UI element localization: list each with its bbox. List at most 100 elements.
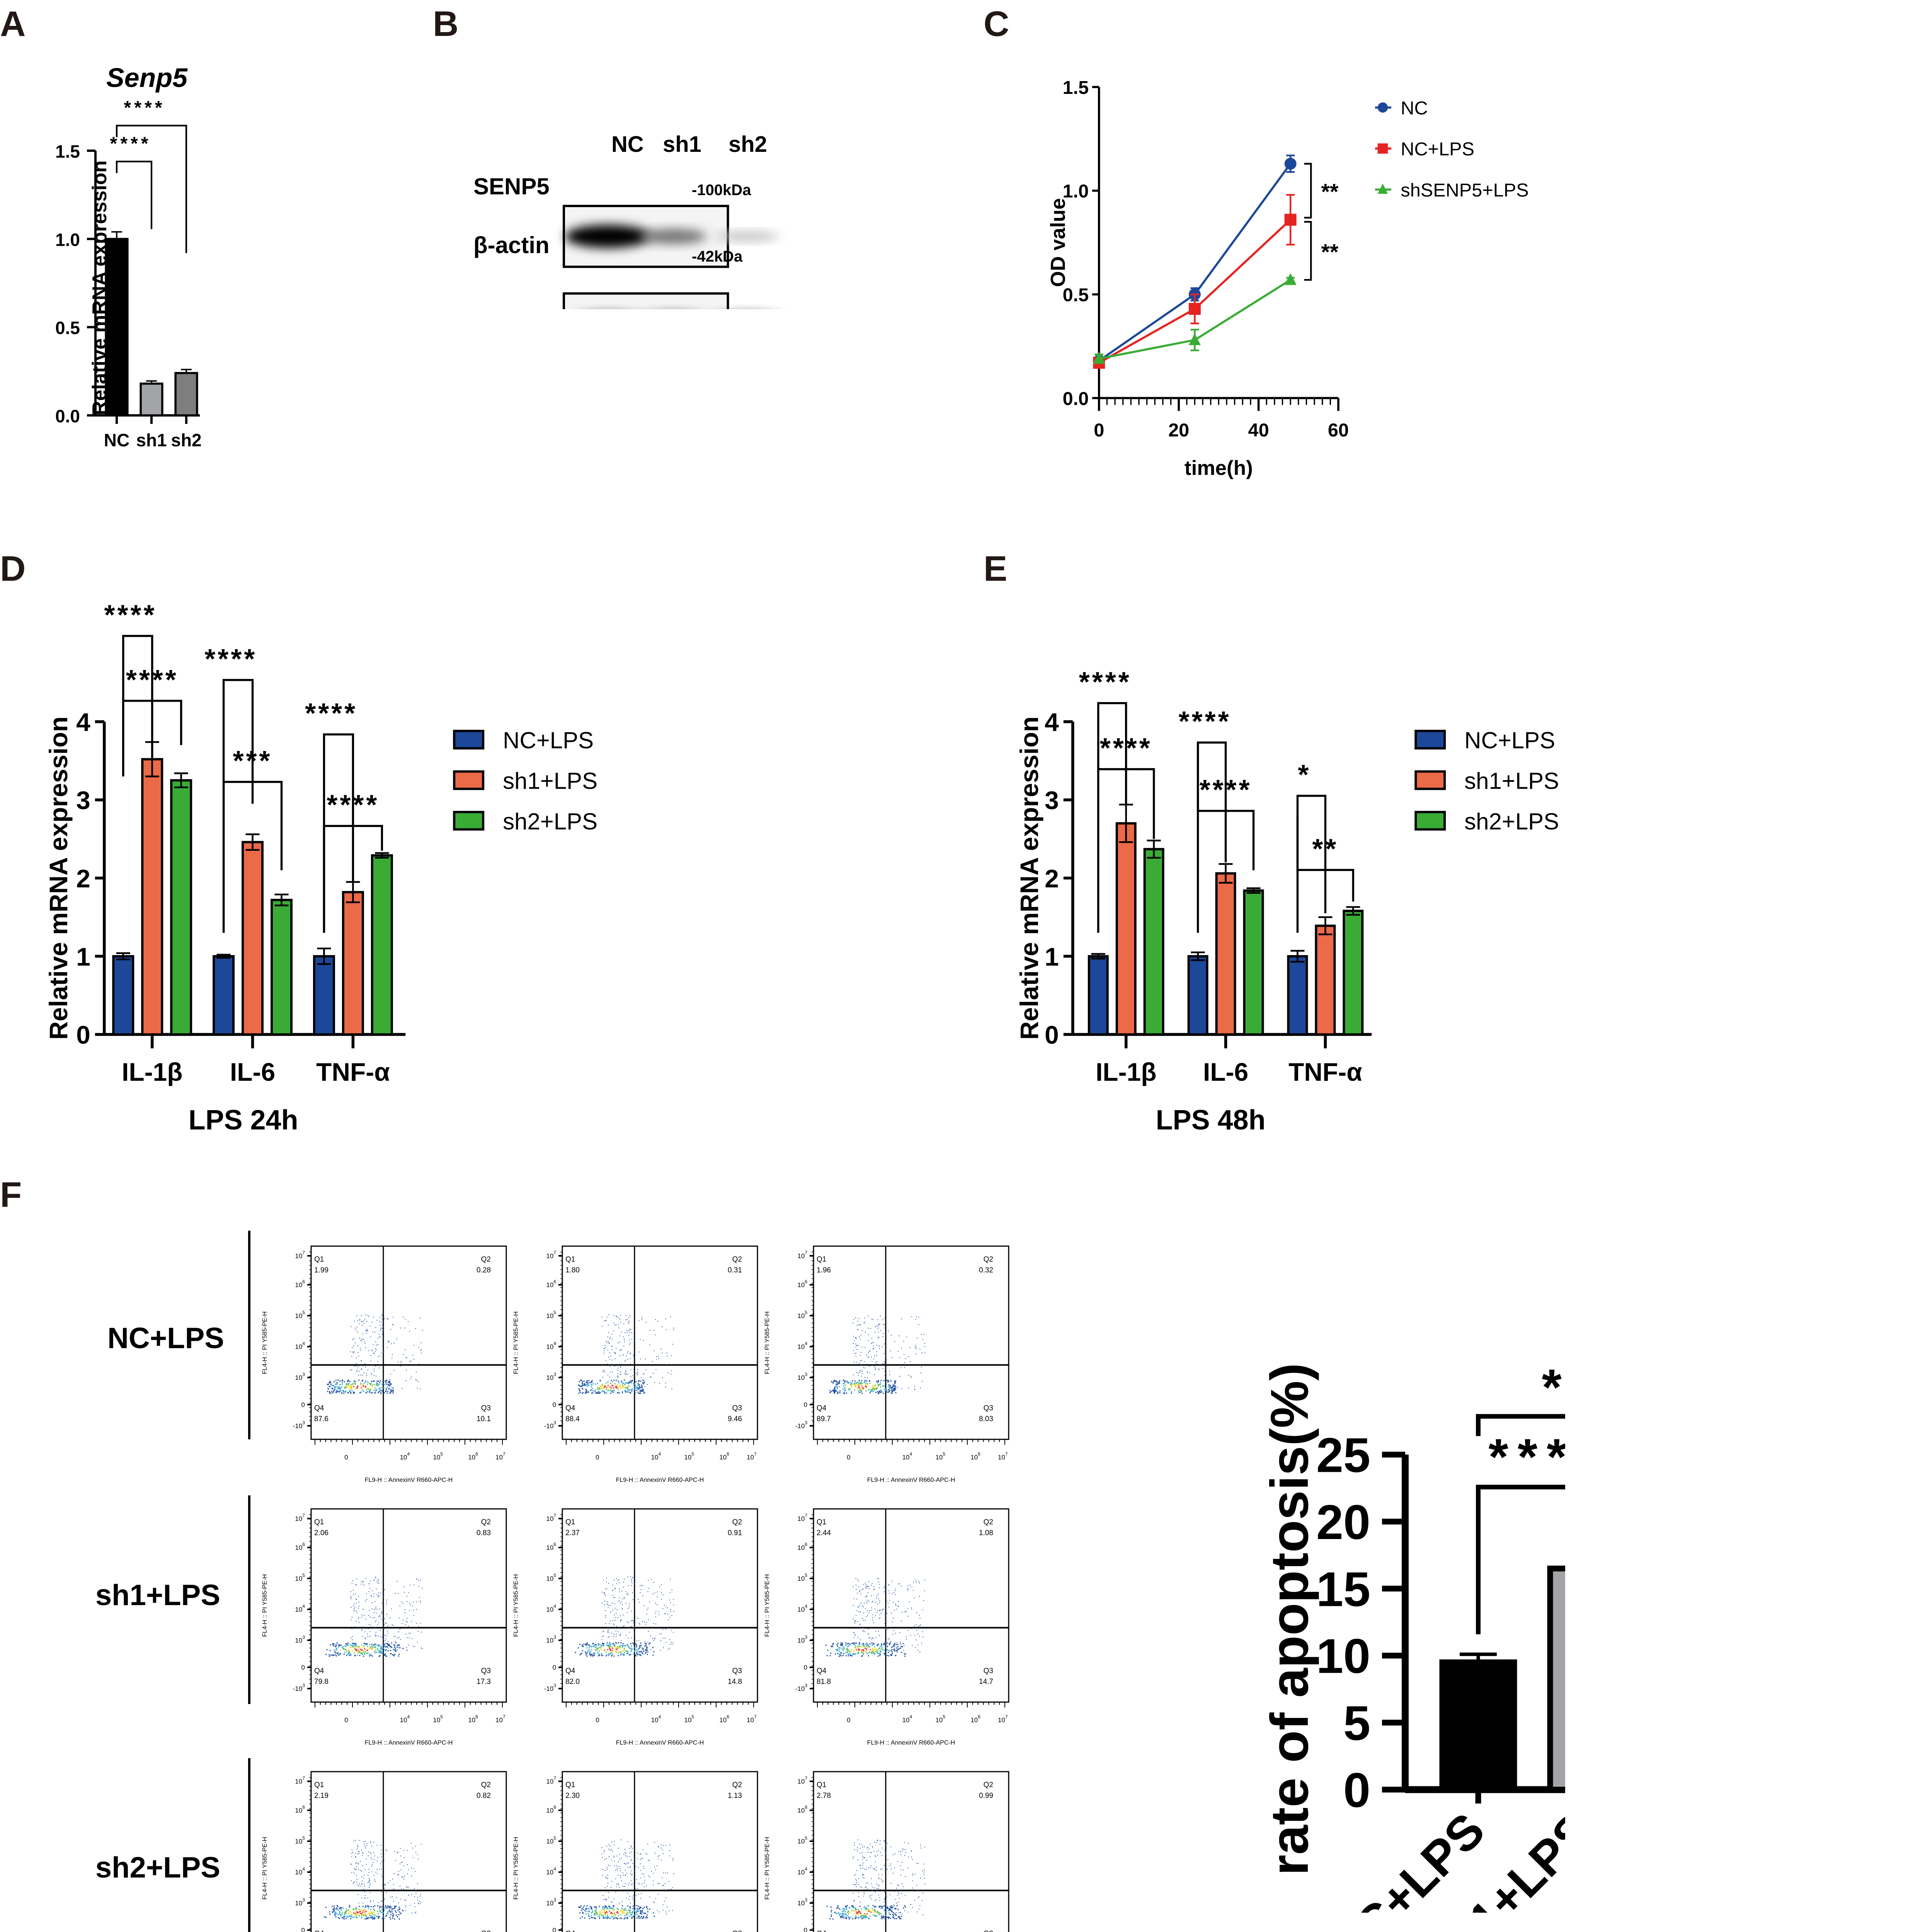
flow-event [861, 1589, 863, 1590]
flow-event [599, 1911, 601, 1912]
flow-event [884, 1644, 886, 1646]
flow-event [363, 1383, 364, 1385]
flow-event [867, 1644, 868, 1646]
flow-event [390, 1653, 391, 1655]
flow-event [849, 1644, 851, 1646]
flow-event [392, 1324, 393, 1325]
flow-event [582, 1388, 584, 1389]
flow-event [642, 1379, 644, 1381]
flow-event [851, 1391, 852, 1393]
flow-event [364, 1915, 365, 1916]
flow-event [404, 1592, 405, 1593]
flow-event [850, 1384, 851, 1385]
flow-event [395, 1651, 396, 1652]
flow-event [363, 1915, 364, 1917]
flow-event [620, 1374, 621, 1375]
flow-event [611, 1387, 612, 1389]
y-axis-label: Relative mRNA expression [1015, 716, 1043, 1040]
flow-event [382, 1647, 384, 1649]
flow-event [628, 1317, 629, 1318]
flow-event [339, 1645, 340, 1646]
flow-event [634, 1906, 635, 1908]
flow-event [637, 1654, 638, 1655]
flow-event [592, 1910, 593, 1912]
flow-event [625, 1855, 626, 1856]
flow-event [376, 1594, 378, 1595]
flow-event [353, 1594, 354, 1595]
blot-protein-label-actin: β-actin [473, 232, 550, 258]
flow-event [356, 1315, 357, 1316]
flow-event [398, 1871, 399, 1872]
flow-event [670, 1611, 671, 1612]
flow-event [614, 1620, 616, 1621]
flow-event [596, 1908, 597, 1909]
flow-event [338, 1388, 339, 1389]
flow-event [379, 1908, 380, 1910]
flow-event [335, 1912, 337, 1913]
flow-event [585, 1391, 587, 1392]
flow-event [371, 1373, 372, 1374]
flow-event [608, 1905, 609, 1907]
flow-event [609, 1647, 610, 1649]
flow-event [361, 1387, 362, 1389]
flow-event [899, 1583, 900, 1584]
flow-event [631, 1648, 633, 1650]
flow-event [358, 1851, 359, 1852]
flow-event [354, 1646, 356, 1648]
flow-event [624, 1917, 626, 1919]
flow-event [420, 1349, 422, 1350]
flow-event [620, 1620, 621, 1621]
flow-event [622, 1387, 624, 1388]
flow-event [829, 1392, 831, 1393]
flow-event [916, 1316, 917, 1317]
flow-event [897, 1644, 899, 1645]
flow-event [648, 1643, 650, 1645]
flow-event [421, 1632, 422, 1633]
flow-event [885, 1614, 886, 1616]
flow-event [850, 1382, 851, 1384]
flow-event [384, 1646, 386, 1647]
legend-label: sh1+LPS [503, 768, 597, 794]
flow-event [880, 1612, 882, 1614]
flow-event [348, 1384, 349, 1385]
flow-event [907, 1608, 908, 1609]
flow-event [373, 1906, 374, 1908]
flow-event [599, 1393, 600, 1394]
flow-event [669, 1643, 671, 1645]
flow-event [618, 1631, 619, 1633]
quadrant-name: Q2 [481, 1518, 491, 1526]
flow-event [420, 1350, 421, 1351]
flow-event [369, 1631, 371, 1632]
flow-event [622, 1604, 623, 1605]
flow-event [389, 1907, 391, 1909]
flow-event [592, 1392, 593, 1394]
flow-event [857, 1646, 858, 1647]
flow-event [667, 1355, 668, 1357]
flow-x-tick-label: 107 [747, 1451, 757, 1461]
flow-event [878, 1643, 879, 1645]
x-tick-label: 0 [1094, 420, 1104, 441]
flow-event [880, 1653, 881, 1655]
flow-event [893, 1389, 894, 1390]
flow-event [414, 1896, 415, 1897]
flow-event [351, 1914, 352, 1916]
flow-event [415, 1852, 417, 1853]
flow-event [847, 1646, 849, 1648]
flow-event [356, 1610, 357, 1611]
flow-event [397, 1874, 398, 1875]
flow-event [623, 1654, 625, 1655]
blot-band [565, 224, 651, 248]
flow-event [878, 1332, 879, 1333]
flow-event [869, 1610, 870, 1611]
flow-event [673, 1329, 674, 1330]
flow-event [601, 1384, 603, 1385]
flow-event [392, 1908, 394, 1910]
flow-event [353, 1605, 354, 1606]
flow-event [636, 1652, 638, 1654]
flow-event [370, 1913, 371, 1914]
flow-event [361, 1650, 362, 1652]
flow-event [354, 1648, 355, 1649]
flow-event [621, 1908, 623, 1910]
x-tick-label: TNF-α [1288, 1058, 1362, 1086]
flow-event [628, 1594, 629, 1595]
